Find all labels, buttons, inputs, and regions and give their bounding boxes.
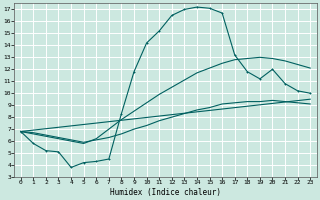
X-axis label: Humidex (Indice chaleur): Humidex (Indice chaleur) xyxy=(110,188,221,197)
